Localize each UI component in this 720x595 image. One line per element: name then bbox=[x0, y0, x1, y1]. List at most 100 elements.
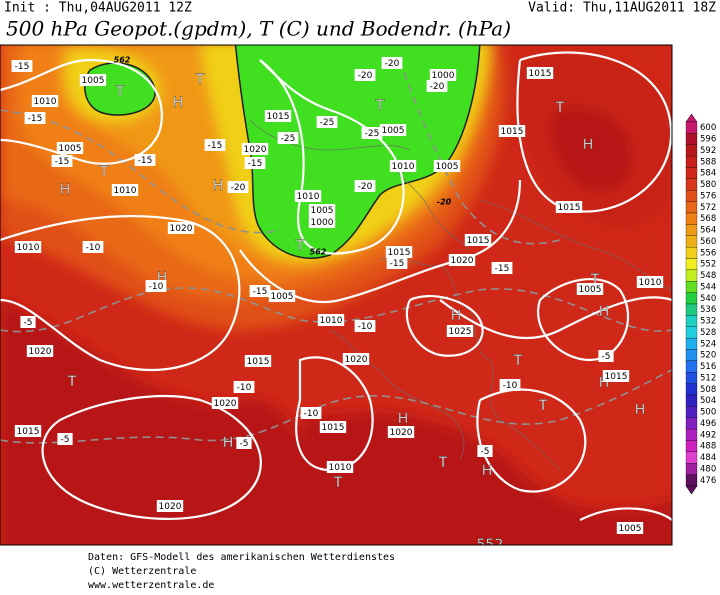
isoline-label: 1005 bbox=[271, 292, 294, 302]
legend-swatch bbox=[685, 406, 698, 418]
color-legend: 6005965925885845805765725685645605565525… bbox=[685, 113, 716, 495]
legend-top-arrow bbox=[685, 113, 698, 123]
legend-swatch bbox=[685, 383, 698, 396]
label-box bbox=[389, 160, 417, 172]
legend-label: 556 bbox=[700, 248, 716, 258]
legend-label: 568 bbox=[700, 214, 716, 224]
label-box bbox=[51, 155, 73, 167]
isoline-label: -20 bbox=[231, 183, 246, 193]
pressure-center: H bbox=[482, 463, 493, 479]
legend-swatch bbox=[685, 224, 698, 236]
label-box bbox=[14, 241, 42, 253]
label-box bbox=[79, 74, 107, 86]
isoline-label: 1005 bbox=[579, 285, 602, 295]
isoline-label: 1015 bbox=[558, 203, 581, 213]
map-frame bbox=[0, 44, 673, 546]
pressure-center: H bbox=[60, 182, 71, 198]
label-box bbox=[277, 132, 299, 144]
label-box bbox=[14, 425, 42, 437]
map-title: 500 hPa Geopot.(gpdm), T (C) und Bodendr… bbox=[6, 17, 511, 41]
label-box bbox=[211, 397, 239, 409]
legend-label: 576 bbox=[700, 191, 716, 201]
legend-label: 524 bbox=[700, 339, 716, 349]
pressure-center: T bbox=[67, 374, 77, 390]
label-box bbox=[145, 280, 167, 292]
label-box bbox=[555, 201, 583, 213]
legend-label: 508 bbox=[700, 385, 716, 395]
legend-swatch bbox=[685, 463, 698, 475]
legend-label: 528 bbox=[700, 328, 716, 338]
label-box bbox=[227, 181, 249, 193]
legend-label: 560 bbox=[700, 237, 716, 247]
legend-swatch bbox=[685, 281, 698, 293]
label-box bbox=[354, 69, 376, 81]
label-box bbox=[446, 325, 474, 337]
legend-label: 488 bbox=[700, 442, 716, 452]
legend-bottom-arrow bbox=[685, 485, 698, 495]
isoline-label: -15 bbox=[253, 287, 268, 297]
isoline-label: -10 bbox=[304, 409, 319, 419]
label-box bbox=[317, 314, 345, 326]
legend-label: 516 bbox=[700, 362, 716, 372]
legend-label: 564 bbox=[700, 226, 716, 236]
init-time: Init : Thu,04AUG2011 12Z bbox=[4, 1, 192, 16]
label-box bbox=[426, 80, 448, 92]
isoline-label: 1015 bbox=[322, 423, 345, 433]
isoline-label: 1020 bbox=[244, 145, 267, 155]
legend-swatch bbox=[685, 303, 698, 316]
legend-swatch bbox=[685, 133, 698, 145]
isoline-label: -10 bbox=[358, 322, 373, 332]
label-box bbox=[167, 222, 195, 234]
legend-swatch bbox=[685, 474, 698, 487]
label-box bbox=[354, 180, 376, 192]
isoline-label: 1020 bbox=[345, 355, 368, 365]
pressure-center: T bbox=[195, 72, 205, 88]
pressure-center: T bbox=[538, 398, 548, 414]
label-box bbox=[82, 241, 104, 253]
pressure-center: H bbox=[398, 411, 409, 427]
label-box bbox=[31, 95, 59, 107]
legend-label: 532 bbox=[700, 317, 716, 327]
legend-label: 596 bbox=[700, 135, 716, 145]
legend-swatch bbox=[685, 337, 698, 350]
label-box bbox=[636, 276, 664, 288]
isoline-label: 1000 bbox=[432, 71, 455, 81]
pressure-center: H bbox=[223, 435, 234, 451]
isoline-label: 1020 bbox=[451, 256, 474, 266]
height-label: 562 bbox=[310, 248, 327, 257]
isoline-label: -25 bbox=[365, 129, 380, 139]
label-box bbox=[433, 160, 461, 172]
pressure-center: H bbox=[157, 270, 168, 286]
legend-label: 548 bbox=[700, 271, 716, 281]
isoline-label: 1005 bbox=[311, 206, 334, 216]
isoline-label: 1015 bbox=[388, 248, 411, 258]
label-box bbox=[241, 143, 269, 155]
isoline-label: 1010 bbox=[320, 316, 343, 326]
pressure-center: H bbox=[173, 95, 184, 111]
label-box bbox=[294, 190, 322, 202]
label-box bbox=[24, 112, 46, 124]
isoline-label: 1015 bbox=[247, 357, 270, 367]
legend-label: 484 bbox=[700, 453, 716, 463]
data-source: Daten: GFS-Modell des amerikanischen Wet… bbox=[88, 552, 395, 563]
label-box bbox=[354, 320, 376, 332]
isoline-label: -15 bbox=[390, 259, 405, 269]
label-box bbox=[57, 433, 73, 445]
label-box bbox=[576, 283, 604, 295]
isoline-label: 1025 bbox=[449, 327, 472, 337]
isoline-label: 1010 bbox=[329, 463, 352, 473]
label-box bbox=[387, 426, 415, 438]
isoline-label: 1020 bbox=[170, 224, 193, 234]
pressure-center: H bbox=[583, 137, 594, 153]
height-label: -20 bbox=[437, 198, 452, 207]
isoline-label: 1015 bbox=[529, 69, 552, 79]
isoline-label: -5 bbox=[602, 352, 611, 362]
pressure-center: 552 bbox=[477, 537, 504, 553]
isoline-label: 1000 bbox=[311, 218, 334, 228]
isoline-label: -15 bbox=[495, 264, 510, 274]
label-box bbox=[326, 461, 354, 473]
label-box bbox=[429, 69, 457, 81]
isoline-label: -25 bbox=[320, 118, 335, 128]
